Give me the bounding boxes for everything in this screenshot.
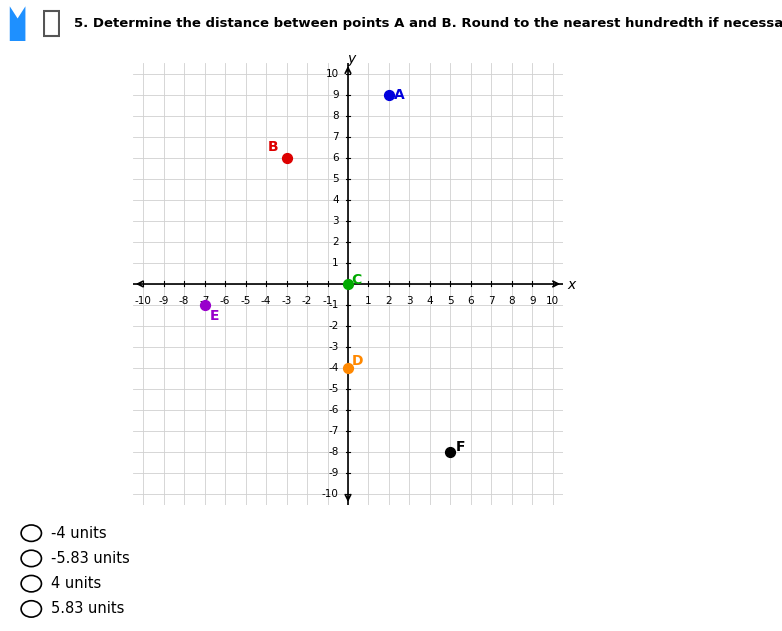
Point <box>199 300 211 310</box>
Text: -10: -10 <box>322 489 339 499</box>
Text: 5: 5 <box>447 295 454 305</box>
Text: -9: -9 <box>159 295 169 305</box>
Text: -4 units: -4 units <box>51 526 106 541</box>
Text: 2: 2 <box>386 295 393 305</box>
Text: 10: 10 <box>325 69 339 79</box>
Text: -4: -4 <box>261 295 271 305</box>
Polygon shape <box>9 6 26 41</box>
Text: 3: 3 <box>332 216 339 226</box>
Text: y: y <box>347 52 355 66</box>
Text: 8: 8 <box>508 295 515 305</box>
Text: -5.83 units: -5.83 units <box>51 551 130 566</box>
Text: 3: 3 <box>406 295 413 305</box>
Text: -8: -8 <box>179 295 189 305</box>
Text: F: F <box>456 440 465 454</box>
Text: 2: 2 <box>332 237 339 247</box>
Text: C: C <box>351 273 361 286</box>
Text: -10: -10 <box>135 295 152 305</box>
Text: -3: -3 <box>328 342 339 352</box>
Text: A: A <box>394 88 405 102</box>
Text: -6: -6 <box>328 405 339 415</box>
Text: 1: 1 <box>332 258 339 268</box>
Text: -1: -1 <box>328 300 339 310</box>
Text: 4 units: 4 units <box>51 576 101 591</box>
Text: B: B <box>268 140 278 154</box>
Point <box>382 90 395 100</box>
Text: E: E <box>210 309 219 322</box>
Text: -3: -3 <box>282 295 292 305</box>
Text: 4: 4 <box>427 295 433 305</box>
Text: 6: 6 <box>332 153 339 163</box>
Text: -5: -5 <box>240 295 251 305</box>
Text: -4: -4 <box>328 363 339 373</box>
Point <box>342 363 354 373</box>
Text: -6: -6 <box>220 295 230 305</box>
Text: -1: -1 <box>322 295 332 305</box>
FancyBboxPatch shape <box>44 11 59 37</box>
Text: -8: -8 <box>328 447 339 457</box>
Point <box>342 279 354 289</box>
Text: 6: 6 <box>468 295 474 305</box>
Text: 4: 4 <box>332 195 339 205</box>
Text: 9: 9 <box>332 90 339 100</box>
Text: -7: -7 <box>199 295 210 305</box>
Text: 5: 5 <box>332 174 339 184</box>
Text: 5. Determine the distance between points A and B. Round to the nearest hundredth: 5. Determine the distance between points… <box>74 17 782 30</box>
Text: -5: -5 <box>328 384 339 394</box>
Text: 1: 1 <box>365 295 371 305</box>
Text: x: x <box>567 278 576 292</box>
Text: 7: 7 <box>332 132 339 142</box>
Text: -2: -2 <box>302 295 312 305</box>
Point <box>444 447 457 457</box>
Text: 7: 7 <box>488 295 495 305</box>
Text: -9: -9 <box>328 468 339 478</box>
Text: 10: 10 <box>547 295 559 305</box>
Text: D: D <box>352 354 364 368</box>
Point <box>280 153 292 163</box>
Text: -7: -7 <box>328 426 339 436</box>
Text: 9: 9 <box>529 295 536 305</box>
Text: 5.83 units: 5.83 units <box>51 601 124 616</box>
Text: -2: -2 <box>328 321 339 331</box>
Text: 8: 8 <box>332 110 339 121</box>
